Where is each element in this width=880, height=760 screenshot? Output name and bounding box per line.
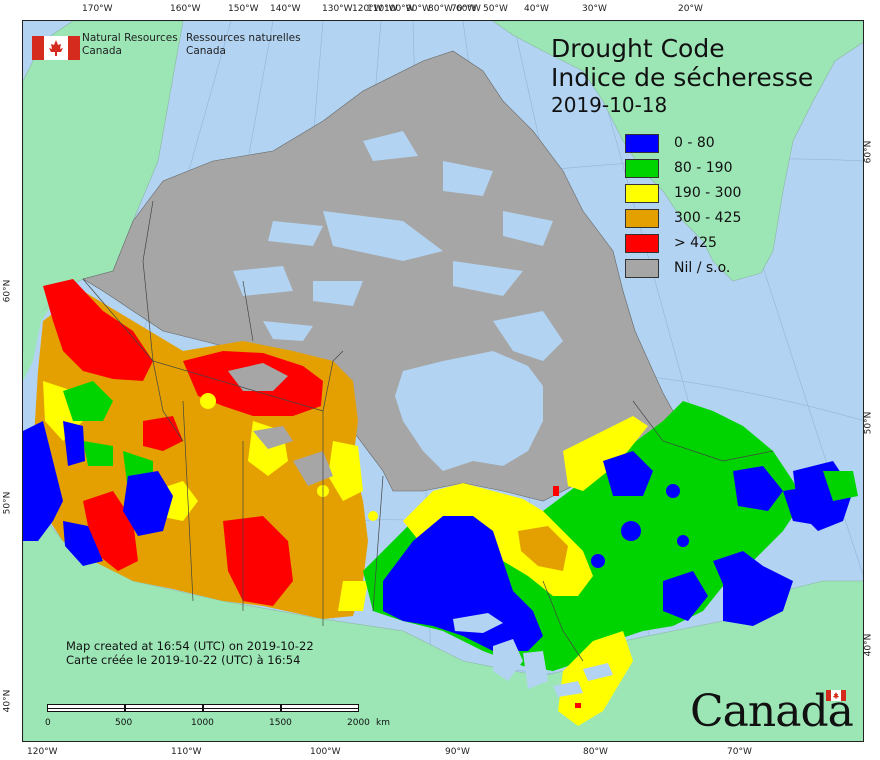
agency-name-en-line2: Canada xyxy=(82,45,122,57)
dc-0-80-ontario xyxy=(383,516,543,651)
credits-fr: Carte créée le 2019-10-22 (UTC) à 16:54 xyxy=(66,653,301,667)
tick-bottom: 110°W xyxy=(171,747,202,757)
map-svg xyxy=(23,21,863,741)
tick-top: 50°W xyxy=(483,4,508,14)
legend-label: 0 - 80 xyxy=(674,135,715,151)
tick-bottom: 80°W xyxy=(583,747,608,757)
map-credits: Map created at 16:54 (UTC) on 2019-10-22… xyxy=(66,639,314,667)
province-borders xyxy=(82,200,774,662)
scale-unit: km xyxy=(376,718,390,728)
tick-left: 40°N xyxy=(2,689,13,713)
tick-top: 160°W xyxy=(170,4,201,14)
legend-swatch xyxy=(625,234,659,253)
tick-right: 60°N xyxy=(863,140,874,164)
title-fr: Indice de sécheresse xyxy=(551,63,814,92)
alaska-land xyxy=(23,289,63,381)
tick-top: 110°W xyxy=(367,4,398,14)
foxe-basin xyxy=(493,311,563,361)
tick-bottom: 100°W xyxy=(310,747,341,757)
tick-top: 30°W xyxy=(582,4,607,14)
dc-80-190-nfld xyxy=(823,471,858,501)
agency-name-fr-line2: Canada xyxy=(186,45,226,57)
wordmark-flag-icon xyxy=(826,690,846,701)
legend-item: 300 - 425 xyxy=(625,209,805,229)
title-date: 2019-10-18 xyxy=(551,93,668,117)
title-en: Drought Code xyxy=(551,34,725,63)
dc-0-80-west xyxy=(23,421,173,566)
tick-top: 80°W xyxy=(428,4,453,14)
legend-swatch xyxy=(625,159,659,178)
tick-left: 50°N xyxy=(2,491,13,515)
map-title: Drought Code Indice de sécheresse 2019-1… xyxy=(551,34,813,118)
arctic-channels xyxy=(233,131,553,341)
tick-top: 90°W xyxy=(406,4,431,14)
tick-top: 130°W xyxy=(322,4,353,14)
tick-bottom: 120°W xyxy=(27,747,58,757)
agency-name-fr: Ressources naturelles Canada xyxy=(186,32,301,58)
dc-425-quebec-spot xyxy=(553,486,559,496)
great-lakes xyxy=(453,613,613,697)
dc-190-300-hudson xyxy=(403,483,593,596)
credits-en: Map created at 16:54 (UTC) on 2019-10-22 xyxy=(66,639,314,653)
tick-top: 20°W xyxy=(678,4,703,14)
legend-swatch xyxy=(625,134,659,153)
scale-label: 500 xyxy=(115,718,133,728)
dc-0-80-maritimes xyxy=(723,566,793,626)
scale-label: 1000 xyxy=(191,718,214,728)
tick-bottom: 70°W xyxy=(727,747,752,757)
tick-left: 60°N xyxy=(2,279,13,303)
legend-item: 80 - 190 xyxy=(625,159,805,179)
legend-item: Nil / s.o. xyxy=(625,259,805,279)
dc-425-nw xyxy=(43,279,153,381)
legend-label: 300 - 425 xyxy=(674,210,742,226)
tick-top: 140°W xyxy=(270,4,301,14)
canada-flag-icon xyxy=(32,36,80,60)
dc-300-425-quebec xyxy=(518,526,568,571)
tick-top: 70°W xyxy=(451,4,476,14)
tick-top: 170°W xyxy=(82,4,113,14)
tick-right: 40°N xyxy=(863,633,874,657)
scale-label: 0 xyxy=(45,718,51,728)
legend-item: 0 - 80 xyxy=(625,134,805,154)
tick-top: 100°W xyxy=(384,4,415,14)
dc-0-80-east xyxy=(591,451,833,621)
legend-label: Nil / s.o. xyxy=(674,260,731,276)
tick-top: 120°W xyxy=(352,4,383,14)
tick-right: 50°N xyxy=(863,411,874,435)
scale-label: 2000 xyxy=(347,718,370,728)
tick-top: 60°W xyxy=(456,4,481,14)
dc-425-ontario-spot xyxy=(575,703,581,708)
tick-top: 150°W xyxy=(228,4,259,14)
legend-label: > 425 xyxy=(674,235,717,251)
tick-bottom: 90°W xyxy=(445,747,470,757)
legend-label: 190 - 300 xyxy=(674,185,742,201)
scale-label: 1500 xyxy=(269,718,292,728)
legend-swatch xyxy=(625,184,659,203)
legend-item: > 425 xyxy=(625,234,805,254)
legend-label: 80 - 190 xyxy=(674,160,733,176)
scale-midline xyxy=(47,708,359,709)
hudson-bay xyxy=(395,351,543,471)
map-panel xyxy=(22,20,864,742)
legend-item: 190 - 300 xyxy=(625,184,805,204)
tick-top: 40°W xyxy=(524,4,549,14)
dc-190-300-quebec xyxy=(563,416,648,491)
legend-swatch xyxy=(625,259,659,278)
dc-425-mid xyxy=(143,416,183,451)
scale-bar xyxy=(47,704,359,714)
dc-425-south xyxy=(223,516,293,606)
legend-swatch xyxy=(625,209,659,228)
agency-name-en-line1: Natural Resources xyxy=(82,32,178,44)
greenland-land xyxy=(492,21,863,282)
agency-name-fr-line1: Ressources naturelles xyxy=(186,32,301,44)
agency-name-en: Natural Resources Canada xyxy=(82,32,178,58)
